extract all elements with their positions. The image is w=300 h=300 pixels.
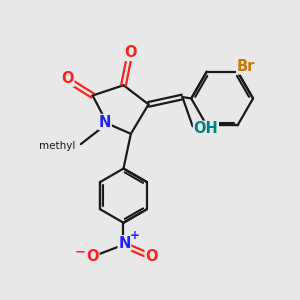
Text: −: − (75, 246, 86, 259)
Text: N: N (118, 236, 130, 251)
Text: O: O (124, 45, 137, 60)
Text: N: N (99, 115, 111, 130)
Text: Br: Br (237, 59, 255, 74)
Text: OH: OH (194, 121, 218, 136)
Text: +: + (130, 230, 140, 242)
Text: O: O (61, 71, 74, 86)
Text: O: O (145, 249, 158, 264)
Text: methyl: methyl (39, 141, 76, 151)
Text: O: O (86, 249, 99, 264)
